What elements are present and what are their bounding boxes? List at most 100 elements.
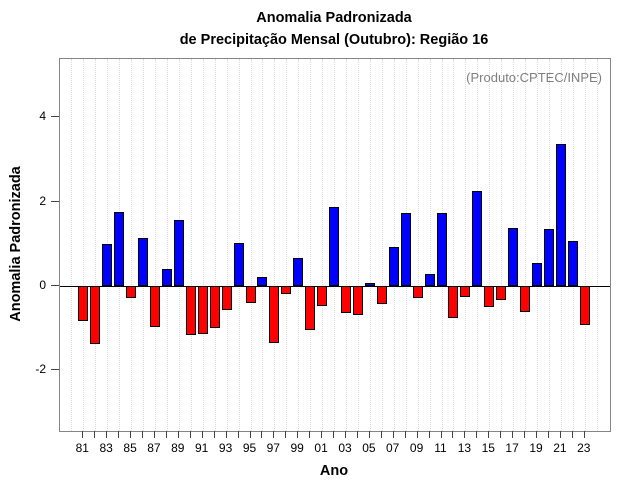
bar-21 <box>555 144 566 286</box>
x-tick <box>249 431 251 438</box>
bar-97 <box>269 286 280 343</box>
bar-03 <box>341 286 351 313</box>
x-tick <box>452 431 454 438</box>
bar-81 <box>78 286 89 321</box>
x-tick <box>297 431 299 438</box>
y-tick <box>51 285 59 286</box>
gridline <box>83 59 85 431</box>
x-tick <box>82 431 84 438</box>
x-tick-label: 83 <box>99 441 113 455</box>
gridline <box>381 59 383 431</box>
gridline <box>537 59 538 431</box>
gridline <box>166 59 168 431</box>
y-tick <box>51 116 59 118</box>
x-tick-label: 07 <box>386 441 400 455</box>
x-tick <box>118 431 120 438</box>
gridline <box>357 59 359 431</box>
gridline <box>489 59 491 431</box>
bar-17 <box>508 228 519 286</box>
gridline <box>453 59 455 431</box>
x-tick-label: 97 <box>266 441 280 455</box>
bar-09 <box>412 286 423 298</box>
bar-19 <box>532 263 542 286</box>
gridline <box>525 59 527 431</box>
gridline <box>202 59 204 431</box>
bar-82 <box>90 286 101 344</box>
x-tick <box>345 431 346 438</box>
bar-83 <box>102 244 113 286</box>
x-tick-label: 93 <box>218 441 233 455</box>
bar-02 <box>329 207 339 286</box>
bar-13 <box>460 286 471 297</box>
chart-title: Anomalia Padronizada de Precipitação Men… <box>59 7 609 51</box>
bar-01 <box>317 286 328 306</box>
bar-18 <box>520 286 531 312</box>
bar-95 <box>245 286 256 303</box>
bar-04 <box>352 286 363 315</box>
x-tick <box>488 431 490 438</box>
x-tick <box>177 431 179 438</box>
x-tick <box>273 431 275 438</box>
x-tick <box>189 431 191 438</box>
x-tick <box>559 431 561 438</box>
bar-07 <box>388 247 399 286</box>
chart-title-line2: de Precipitação Mensal (Outubro): Região… <box>179 32 489 48</box>
bar-87 <box>149 286 160 327</box>
x-tick <box>536 431 537 438</box>
gridline <box>501 59 503 431</box>
gridline <box>393 59 395 431</box>
x-tick <box>368 431 370 438</box>
gridline <box>95 59 97 431</box>
x-tick <box>213 431 215 438</box>
x-tick <box>321 431 323 438</box>
x-tick <box>201 431 203 438</box>
zero-line <box>60 286 610 287</box>
gridline <box>190 59 192 431</box>
gridline <box>274 59 276 431</box>
bar-05 <box>364 283 375 286</box>
x-tick-label: 11 <box>434 441 447 455</box>
gridline <box>131 59 133 431</box>
y-tick-label: 4 <box>39 109 46 124</box>
x-tick <box>524 431 526 438</box>
x-tick-label: 19 <box>529 441 543 455</box>
x-tick <box>94 431 96 438</box>
gridline <box>298 59 300 431</box>
x-tick-label: 95 <box>242 441 257 455</box>
bar-94 <box>233 243 244 286</box>
bar-10 <box>424 274 435 286</box>
x-tick <box>165 431 167 438</box>
bar-06 <box>376 286 387 304</box>
y-tick <box>51 369 59 371</box>
x-tick <box>130 431 132 438</box>
x-tick <box>309 431 311 438</box>
x-tick-label: 17 <box>505 441 519 455</box>
x-tick-label: 09 <box>409 441 424 455</box>
x-tick-label: 13 <box>457 441 472 455</box>
bar-23 <box>579 286 590 325</box>
x-tick <box>380 431 382 438</box>
x-tick <box>404 431 406 438</box>
gridline <box>369 59 371 431</box>
bar-14 <box>472 191 483 286</box>
bar-88 <box>161 269 172 286</box>
bar-89 <box>173 220 184 286</box>
x-tick-label: 15 <box>481 441 495 455</box>
bar-86 <box>138 238 148 286</box>
x-tick <box>392 431 394 438</box>
x-tick <box>464 431 466 438</box>
x-tick <box>548 431 549 438</box>
x-tick-label: 91 <box>195 441 209 455</box>
gridline <box>429 59 431 431</box>
gridline <box>226 59 228 431</box>
x-tick <box>225 431 227 438</box>
bar-15 <box>484 286 495 307</box>
gridline <box>417 59 419 431</box>
x-tick <box>153 431 155 438</box>
plot-area: (Produto:CPTEC/INPE) <box>59 58 611 432</box>
y-tick-label: -2 <box>35 362 46 377</box>
product-annotation: (Produto:CPTEC/INPE) <box>466 70 602 85</box>
x-tick-label: 85 <box>123 441 137 455</box>
x-tick <box>142 431 143 438</box>
